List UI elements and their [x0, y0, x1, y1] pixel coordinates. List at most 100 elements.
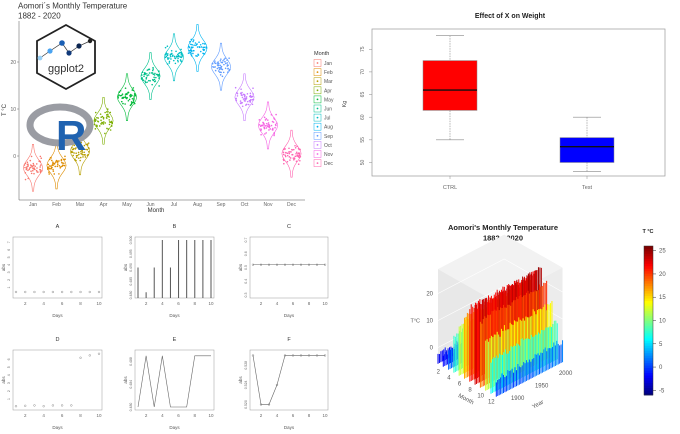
violin-point — [243, 99, 246, 102]
violin-point — [39, 164, 42, 166]
violin-point — [265, 122, 268, 125]
legend-label: Apr — [324, 88, 332, 94]
violin-point — [196, 46, 199, 48]
violin-point — [80, 145, 82, 148]
violin-point — [105, 117, 108, 119]
violin-point — [87, 153, 89, 156]
violin-point — [296, 145, 298, 148]
colorbar-segment — [644, 367, 653, 371]
violin-point — [172, 59, 175, 62]
colorbar-segment — [644, 258, 653, 262]
violin-point — [93, 123, 96, 126]
data-point — [251, 263, 255, 266]
violin-marks: 0 10 20 Jan Feb Mar Apr May Jun Jul Aug Sep Oct Nov De… — [10, 24, 302, 208]
violin-point — [217, 64, 219, 67]
violin-point — [140, 74, 143, 76]
violin-point — [106, 115, 108, 118]
data-point — [14, 405, 18, 408]
violin-point — [299, 155, 302, 158]
data-point — [88, 290, 91, 294]
violin-point — [202, 48, 205, 51]
data-point — [97, 352, 101, 355]
colorbar-segment — [644, 283, 653, 287]
y-tick-label: 0.3 — [244, 293, 248, 298]
violin-point — [75, 147, 77, 149]
violin-point — [127, 99, 130, 102]
violin-point — [192, 46, 194, 49]
violin-point — [220, 68, 222, 70]
violin-point — [192, 52, 194, 55]
violin-point — [259, 129, 262, 132]
violin-point — [273, 118, 276, 120]
x-tick-label: May — [122, 202, 132, 208]
colorbar-tick-label: 10 — [659, 319, 666, 325]
violin-point — [264, 119, 267, 121]
violin-point — [73, 152, 75, 154]
violin-point — [39, 171, 42, 174]
violin-point — [180, 48, 182, 51]
violin-point — [290, 151, 292, 153]
violin-point — [104, 111, 106, 114]
x-tick-label: Dec — [287, 202, 296, 208]
violin-point — [288, 151, 290, 153]
violin-point — [199, 43, 202, 46]
y-axis-label: abs — [123, 376, 128, 384]
violin-point — [219, 59, 222, 62]
violin-point — [48, 158, 51, 161]
violin-point — [223, 63, 225, 66]
plot-frame — [12, 236, 103, 299]
violin-point — [199, 50, 202, 53]
violin-point — [102, 117, 105, 120]
violin-point — [52, 168, 54, 171]
violin-point — [268, 129, 270, 131]
violin-point — [265, 127, 268, 129]
violin-point — [273, 132, 276, 134]
colorbar-segment — [644, 340, 653, 344]
data-point — [283, 354, 287, 357]
violin-jun — [140, 52, 161, 100]
violin-point — [176, 53, 179, 56]
violin-point — [27, 169, 29, 172]
violin-point — [193, 44, 195, 46]
violin-point — [124, 87, 127, 89]
colorbar-segment — [644, 285, 653, 289]
colorbar-segment — [644, 290, 653, 294]
y-tick-label: 0.4 — [244, 279, 248, 284]
violin-point — [234, 86, 237, 89]
colorbar-segment — [644, 375, 653, 379]
violin-point — [269, 128, 272, 130]
violin-point — [35, 163, 38, 165]
violin-point — [176, 55, 179, 58]
violin-ylabel: T °C — [2, 103, 8, 116]
data-point — [14, 290, 18, 294]
violin-point — [221, 68, 224, 71]
y-tick-label: 0.500 — [129, 236, 133, 245]
legend-dot — [316, 134, 319, 137]
violin-point — [149, 80, 151, 82]
x-axis-label: Days — [169, 425, 180, 430]
violin-point — [39, 168, 41, 171]
violin-point — [85, 143, 87, 146]
violin-point — [247, 103, 250, 106]
violin-point — [102, 116, 105, 119]
y-tick-label: 6 — [7, 358, 11, 360]
violin-point — [85, 148, 87, 151]
violin-point — [76, 154, 79, 157]
colorbar-segment — [644, 352, 653, 356]
violin-point — [84, 156, 87, 158]
y-axis-label: abs — [123, 263, 128, 271]
colorbar-segment — [644, 327, 653, 331]
data-point — [299, 354, 303, 357]
violin-point — [122, 102, 124, 105]
violin-point — [154, 80, 157, 82]
violin-point — [224, 67, 227, 70]
ggplot2-logo: ggplot2 — [36, 23, 96, 91]
violin-point — [291, 149, 294, 151]
violin-point — [266, 124, 268, 127]
violin-point — [241, 91, 243, 94]
violin-point — [205, 47, 208, 49]
violin-point — [241, 94, 243, 97]
y-tick-label: 20 — [10, 60, 16, 66]
